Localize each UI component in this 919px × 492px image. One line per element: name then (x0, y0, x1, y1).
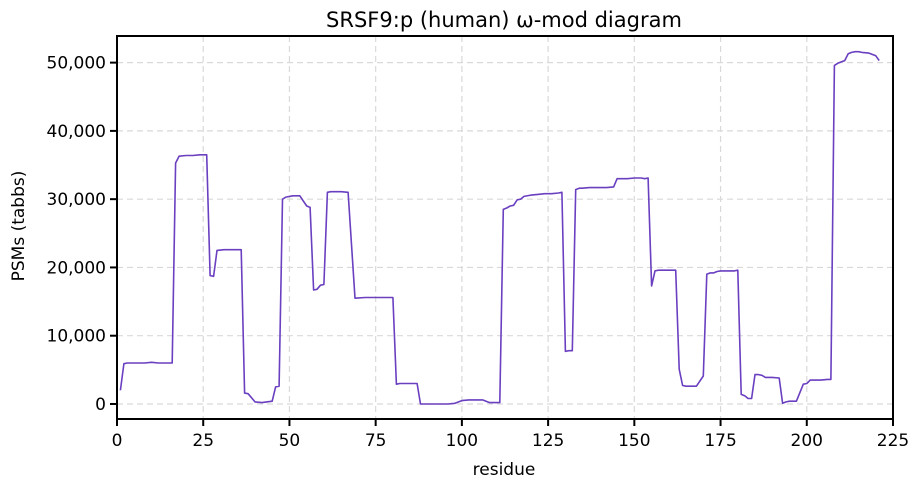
x-tick-label: 100 (446, 431, 478, 451)
x-tick-label: 225 (877, 431, 909, 451)
x-tick-label: 200 (791, 431, 823, 451)
series-line (119, 50, 880, 405)
x-tick-label: 125 (532, 431, 564, 451)
x-tick-label: 150 (618, 431, 650, 451)
y-tick-label: 50,000 (47, 54, 106, 74)
grid (116, 36, 894, 419)
y-tick-label: 0 (95, 395, 106, 415)
plot-frame (116, 35, 894, 420)
y-tick-label: 40,000 (47, 122, 106, 142)
x-tick-label: 0 (112, 431, 123, 451)
y-axis-label: PSMs (tabbs) (9, 171, 29, 282)
y-tick-label: 20,000 (47, 258, 106, 278)
x-axis-label: residue (473, 460, 536, 480)
y-tick-label: 10,000 (47, 327, 106, 347)
x-tick-label: 50 (279, 431, 301, 451)
x-tick-label: 175 (704, 431, 736, 451)
chart-title: SRSF9:p (human) ω-mod diagram (326, 8, 682, 32)
x-tick-label: 75 (365, 431, 387, 451)
y-tick-label: 30,000 (47, 190, 106, 210)
x-tick-label: 25 (192, 431, 214, 451)
ticks: 0 25 50 75 100 125 150 175 200 225 0 10,000 20,000 30… (47, 54, 910, 451)
